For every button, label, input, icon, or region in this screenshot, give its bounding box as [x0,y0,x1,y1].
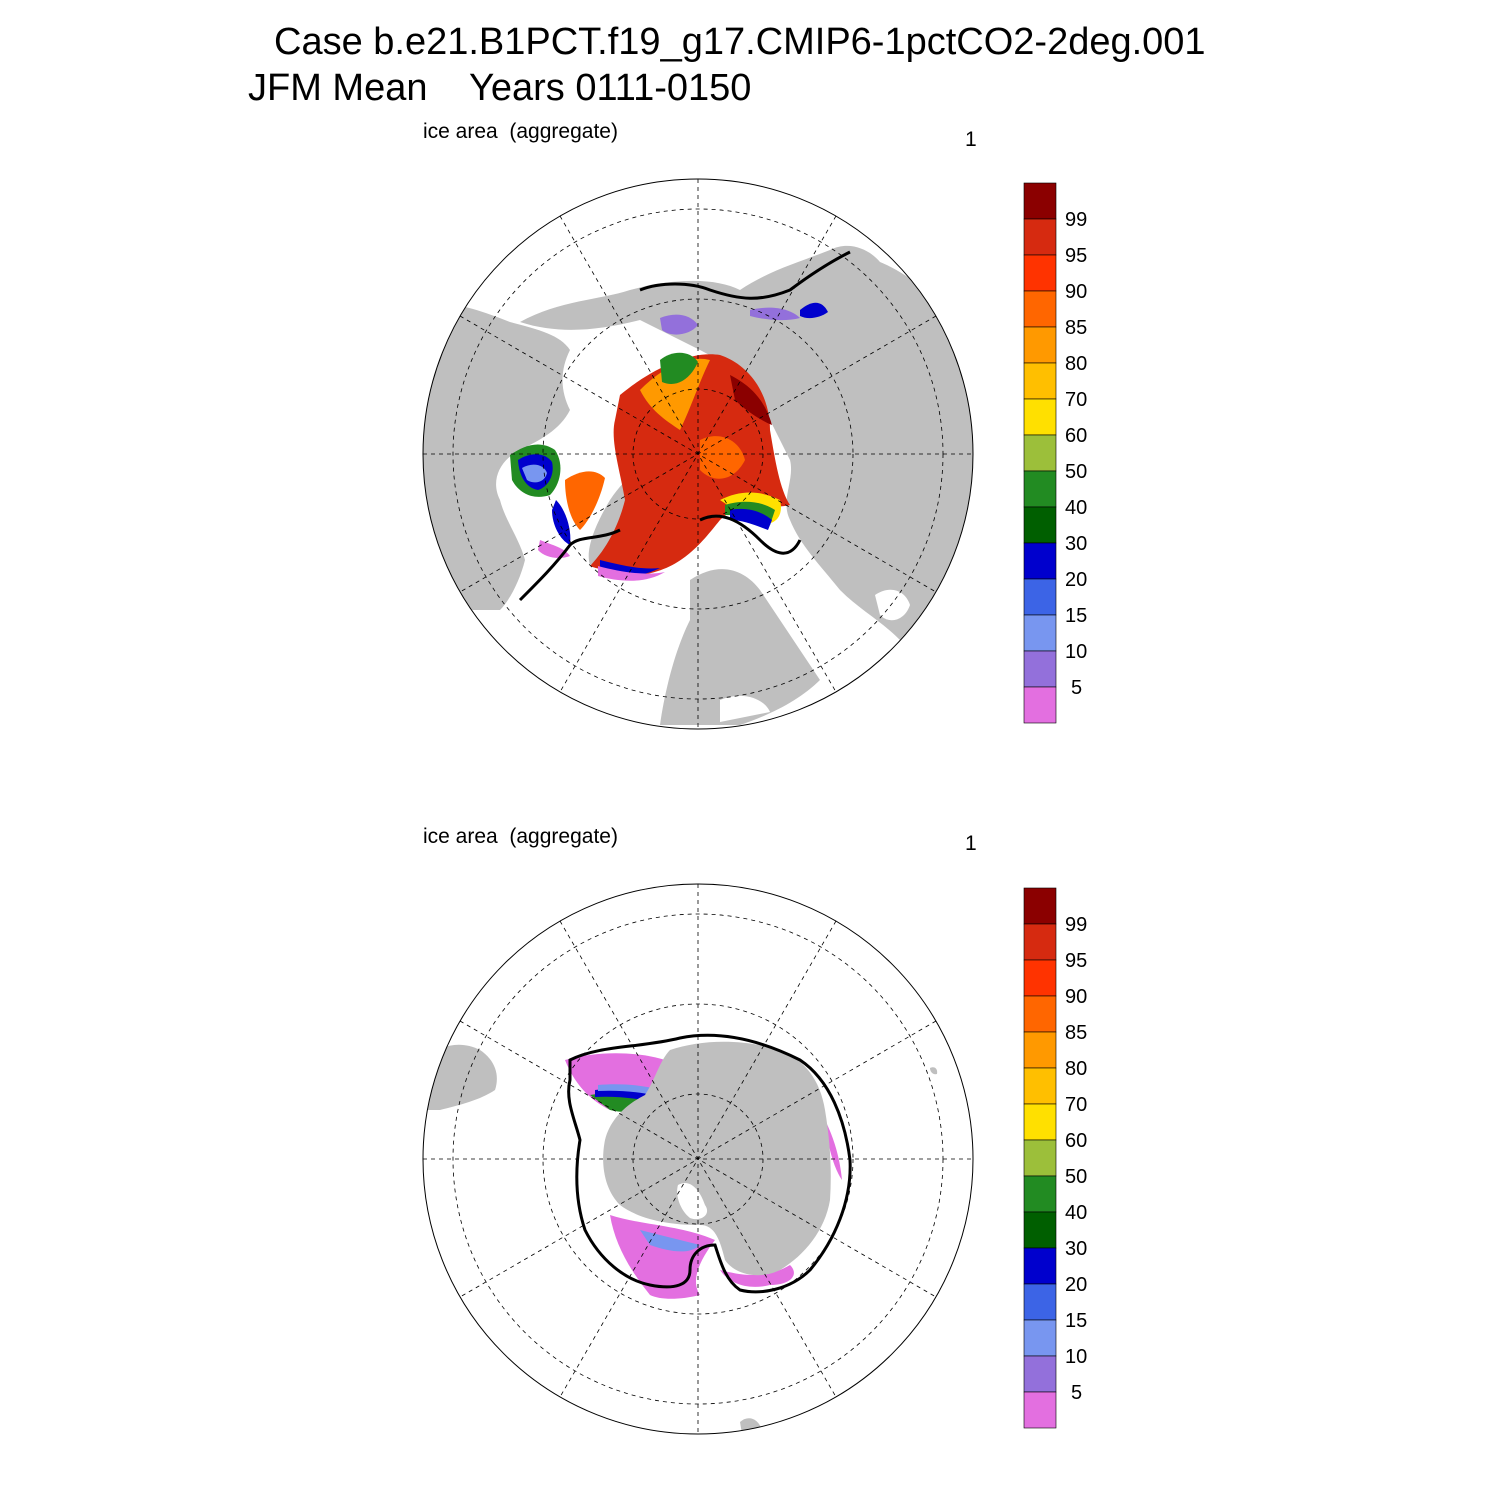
north-colorbar: 99 95 90 85 80 70 60 50 40 30 20 15 10 5 [1023,182,1087,724]
north-colorbar-swatch [1023,218,1057,256]
south-colorbar-swatch [1023,1247,1057,1285]
south-colorbar-tick-label: 80 [1065,1058,1087,1080]
figure-title-line1: Case b.e21.B1PCT.f19_g17.CMIP6-1pctCO2-2… [274,21,1206,63]
south-colorbar-tick-label: 99 [1065,914,1087,936]
south-colorbar-tick-label: 50 [1065,1166,1087,1188]
north-colorbar-tick-label: 50 [1065,461,1087,483]
north-land-europe [660,569,820,725]
south-colorbar-tick-label: 40 [1065,1202,1087,1224]
south-colorbar-swatch [1023,1031,1057,1069]
north-panel-index: 1 [965,128,977,151]
north-colorbar-swatch [1023,434,1057,472]
south-colorbar-tick-label: 60 [1065,1130,1087,1152]
north-map-border [422,178,974,730]
south-ice-edge-contour [567,1033,852,1294]
south-map-border [422,883,974,1435]
north-colorbar-swatch [1023,290,1057,328]
north-colorbar-tick-label: 15 [1065,605,1087,627]
north-colorbar-tick-label: 5 [1071,677,1082,699]
north-sea-ice-field [510,302,828,581]
south-colorbar-tick-label: 5 [1071,1382,1082,1404]
north-colorbar-swatch [1023,398,1057,436]
south-land-antarctica [603,1041,831,1276]
north-colorbar-tick-label: 10 [1065,641,1087,663]
north-colorbar-tick-label: 20 [1065,569,1087,591]
south-colorbar-tick-label: 10 [1065,1346,1087,1368]
south-colorbar-swatch [1023,1103,1057,1141]
south-graticule [423,884,973,1434]
south-colorbar-swatch [1023,1283,1057,1321]
north-land-north-america [423,300,570,610]
south-colorbar-tick-label: 15 [1065,1310,1087,1332]
north-colorbar-swatch [1023,542,1057,580]
north-colorbar-tick-label: 30 [1065,533,1087,555]
south-colorbar-tick-label: 70 [1065,1094,1087,1116]
south-colorbar-tick-label: 95 [1065,950,1087,972]
north-colorbar-tick-label: 60 [1065,425,1087,447]
north-graticule [423,179,973,729]
north-colorbar-tick-label: 85 [1065,317,1087,339]
south-colorbar-swatch [1023,1355,1057,1393]
north-ice-edge-contour [518,250,851,602]
south-colorbar-tick-label: 30 [1065,1238,1087,1260]
south-colorbar-swatch [1023,1175,1057,1213]
north-colorbar-tick-label: 90 [1065,281,1087,303]
south-colorbar-swatch [1023,923,1057,961]
north-colorbar-tick-label: 40 [1065,497,1087,519]
south-panel-index: 1 [965,832,977,855]
north-land-asia [520,245,973,655]
south-colorbar-tick-label: 90 [1065,986,1087,1008]
north-colorbar-tick-label: 95 [1065,245,1087,267]
north-colorbar-swatch [1023,362,1057,400]
north-polar-map [422,178,974,730]
north-panel-variable-label: ice area (aggregate) [423,120,618,143]
south-colorbar-swatch [1023,1319,1057,1357]
south-colorbar-swatch [1023,1067,1057,1105]
north-colorbar-tick-label: 99 [1065,209,1087,231]
north-colorbar-swatch [1023,578,1057,616]
north-colorbar-swatch [1023,182,1057,220]
south-colorbar-tick-label: 85 [1065,1022,1087,1044]
south-polar-map [422,883,974,1435]
north-colorbar-swatch [1023,506,1057,544]
south-colorbar-swatch [1023,1391,1057,1429]
north-colorbar-swatch [1023,686,1057,724]
south-colorbar-swatch [1023,887,1057,925]
north-colorbar-swatch [1023,254,1057,292]
south-panel-variable-label: ice area (aggregate) [423,825,618,848]
north-colorbar-swatch [1023,614,1057,652]
south-colorbar-swatch [1023,959,1057,997]
north-colorbar-tick-label: 80 [1065,353,1087,375]
south-colorbar-swatch [1023,1139,1057,1177]
south-colorbar-swatch [1023,1211,1057,1249]
north-colorbar-swatch [1023,650,1057,688]
north-colorbar-tick-label: 70 [1065,389,1087,411]
south-colorbar: 99 95 90 85 80 70 60 50 40 30 20 15 10 5 [1023,887,1087,1429]
south-colorbar-tick-label: 20 [1065,1274,1087,1296]
north-colorbar-swatch [1023,470,1057,508]
figure-title-line2: JFM Mean Years 0111-0150 [248,67,752,109]
north-colorbar-swatch [1023,326,1057,364]
south-colorbar-swatch [1023,995,1057,1033]
